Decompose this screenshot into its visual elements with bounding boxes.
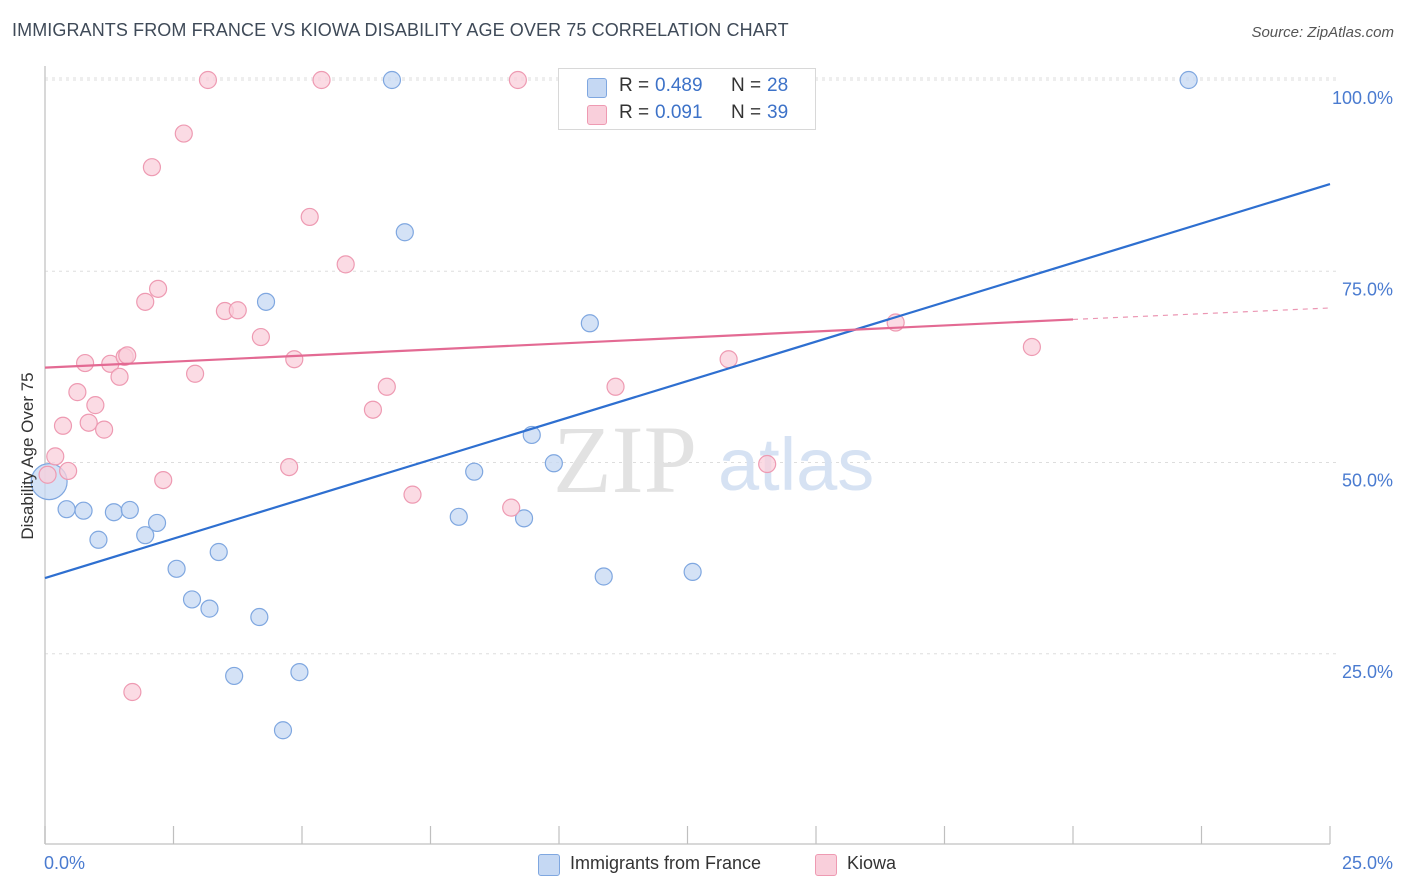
france-point[interactable] xyxy=(225,666,244,686)
watermark-atlas: atlas xyxy=(718,423,874,506)
kiowa-point[interactable] xyxy=(228,301,247,320)
kiowa-point[interactable] xyxy=(285,350,304,369)
france-trend-line xyxy=(44,182,1331,580)
legend-swatch-kiowa xyxy=(587,105,607,125)
y-tick-label: 50.0% xyxy=(1342,471,1393,491)
y-tick-label: 25.0% xyxy=(1342,662,1393,682)
legend-swatch-france xyxy=(538,854,560,876)
france-point[interactable] xyxy=(120,500,139,520)
kiowa-point[interactable] xyxy=(198,70,218,90)
kiowa-point[interactable] xyxy=(136,292,155,311)
kiowa-point[interactable] xyxy=(154,470,173,490)
chart-title: IMMIGRANTS FROM FRANCE VS KIOWA DISABILI… xyxy=(12,20,789,40)
kiowa-point[interactable] xyxy=(508,70,527,90)
france-point[interactable] xyxy=(256,292,276,311)
legend-r-value: 0.091 xyxy=(655,102,703,123)
kiowa-point[interactable] xyxy=(59,461,78,481)
france-point[interactable] xyxy=(683,562,702,581)
legend-n-label: N = xyxy=(731,102,762,123)
kiowa-point[interactable] xyxy=(403,485,422,504)
france-point[interactable] xyxy=(250,607,269,627)
kiowa-trend-line xyxy=(44,318,1074,369)
kiowa-point[interactable] xyxy=(363,400,383,419)
france-point[interactable] xyxy=(104,503,123,522)
y-axis-label: Disability Age Over 75 xyxy=(18,372,37,539)
legend-n-value: 28 xyxy=(767,75,789,96)
france-point[interactable] xyxy=(514,509,534,528)
france-point[interactable] xyxy=(182,590,202,609)
france-point[interactable] xyxy=(465,462,484,481)
france-point[interactable] xyxy=(200,599,219,618)
kiowa-point[interactable] xyxy=(148,279,168,298)
kiowa-point[interactable] xyxy=(312,70,331,90)
legend-r-label: R = xyxy=(619,102,650,123)
kiowa-point[interactable] xyxy=(75,353,95,373)
watermark: ZIP atlas xyxy=(553,406,874,513)
france-point[interactable] xyxy=(449,507,468,526)
kiowa-point[interactable] xyxy=(251,327,270,347)
kiowa-point[interactable] xyxy=(377,377,396,396)
y-tick-label: 100.0% xyxy=(1332,88,1393,108)
france-point[interactable] xyxy=(136,526,155,545)
kiowa-point[interactable] xyxy=(280,457,299,477)
legend-swatch-france xyxy=(587,78,607,98)
source-label: Source: ZipAtlas.com xyxy=(1251,24,1394,41)
y-tick-label: 75.0% xyxy=(1342,279,1393,299)
france-point[interactable] xyxy=(209,542,228,562)
tick-labels: 25.0% 50.0% 75.0% 100.0% 0.0% 25.0% xyxy=(44,88,1393,873)
kiowa-point[interactable] xyxy=(79,413,98,432)
france-point[interactable] xyxy=(1179,70,1198,90)
kiowa-point[interactable] xyxy=(1022,337,1041,357)
france-point[interactable] xyxy=(273,721,293,740)
france-point[interactable] xyxy=(594,567,613,586)
france-point[interactable] xyxy=(395,223,414,242)
france-point[interactable] xyxy=(580,314,599,333)
legend-swatch-kiowa xyxy=(815,854,837,876)
legend-n-value: 39 xyxy=(767,102,789,123)
trend-lines xyxy=(44,182,1331,580)
kiowa-point[interactable] xyxy=(336,255,355,274)
kiowa-point[interactable] xyxy=(719,350,738,369)
kiowa-point[interactable] xyxy=(46,447,65,466)
kiowa-point[interactable] xyxy=(118,346,137,365)
legend-r-label: R = xyxy=(619,75,650,96)
series-legend: Immigrants from France Kiowa xyxy=(0,852,1406,878)
france-point[interactable] xyxy=(147,513,167,533)
kiowa-point[interactable] xyxy=(185,364,205,383)
france-point[interactable] xyxy=(57,500,76,519)
france-point[interactable] xyxy=(544,454,563,473)
kiowa-point[interactable] xyxy=(300,207,319,227)
axes xyxy=(44,66,1331,845)
kiowa-trend-extension xyxy=(1072,307,1331,321)
x-tick-label: 25.0% xyxy=(1342,853,1393,873)
x-tick-label: 0.0% xyxy=(44,853,85,873)
kiowa-point[interactable] xyxy=(110,367,129,386)
kiowa-point[interactable] xyxy=(606,377,625,396)
france-point[interactable] xyxy=(89,530,108,549)
legend-r-value: 0.489 xyxy=(655,75,703,96)
france-point[interactable] xyxy=(290,663,309,682)
france-point[interactable] xyxy=(74,501,93,520)
kiowa-point[interactable] xyxy=(53,416,73,435)
legend-label-kiowa: Kiowa xyxy=(847,853,897,873)
kiowa-point[interactable] xyxy=(758,454,777,474)
kiowa-point[interactable] xyxy=(174,124,193,143)
kiowa-point[interactable] xyxy=(68,383,87,402)
kiowa-point[interactable] xyxy=(38,465,57,484)
kiowa-point[interactable] xyxy=(123,682,142,702)
france-point[interactable] xyxy=(382,70,402,90)
correlation-legend: R = 0.489 N = 28 R = 0.091 N = 39 xyxy=(558,68,816,130)
legend-n-label: N = xyxy=(731,75,762,96)
kiowa-point[interactable] xyxy=(502,498,521,517)
legend-label-france: Immigrants from France xyxy=(570,853,762,873)
kiowa-point[interactable] xyxy=(142,158,162,177)
kiowa-point[interactable] xyxy=(95,420,114,439)
kiowa-point[interactable] xyxy=(86,396,105,415)
france-point[interactable] xyxy=(167,559,186,578)
watermark-zip: ZIP xyxy=(553,406,697,513)
